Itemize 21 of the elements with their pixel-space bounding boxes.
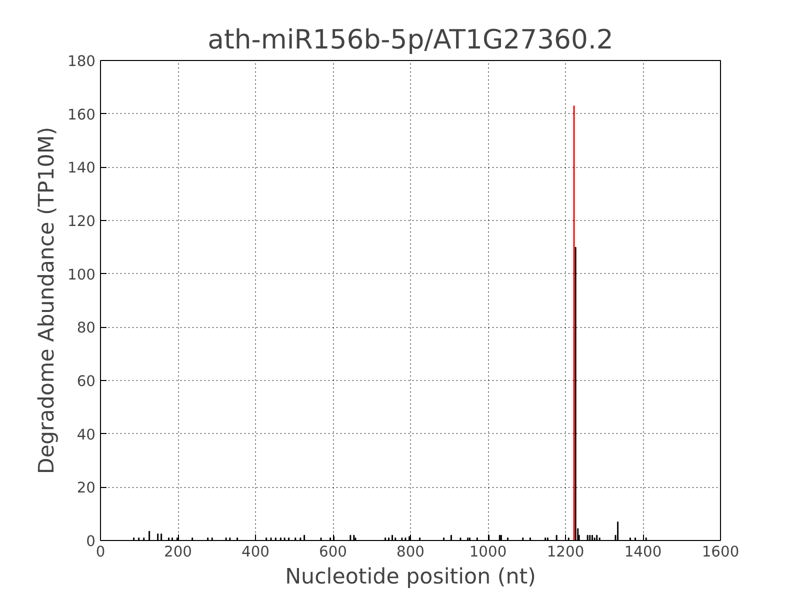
x-tick-label: 1600 — [702, 544, 740, 560]
x-tick-label: 1200 — [546, 544, 584, 560]
y-tick-label: 20 — [76, 480, 96, 497]
y-tick-label: 40 — [76, 426, 96, 444]
x-tick-label: 800 — [396, 544, 424, 560]
x-axis-title: Nucleotide position (nt) — [285, 564, 536, 590]
x-tick-label: 200 — [164, 544, 192, 560]
x-tick-label: 400 — [242, 544, 270, 560]
y-tick-label: 0 — [86, 533, 96, 550]
x-tick-label: 1400 — [624, 544, 662, 560]
y-tick-label: 80 — [76, 320, 96, 337]
x-tick-label: 600 — [319, 544, 347, 560]
y-tick-label: 120 — [68, 213, 96, 230]
y-tick-label: 140 — [68, 160, 96, 177]
y-axis-title: Degradome Abundance (TP10M) — [34, 126, 60, 474]
chart-title: ath-miR156b-5p/AT1G27360.2 — [208, 24, 614, 56]
y-tick-label: 160 — [68, 106, 96, 124]
y-tick-label: 100 — [68, 266, 96, 284]
y-tick-label: 180 — [68, 53, 96, 70]
y-tick-label: 60 — [76, 373, 96, 390]
x-tick-label: 1000 — [469, 544, 507, 560]
